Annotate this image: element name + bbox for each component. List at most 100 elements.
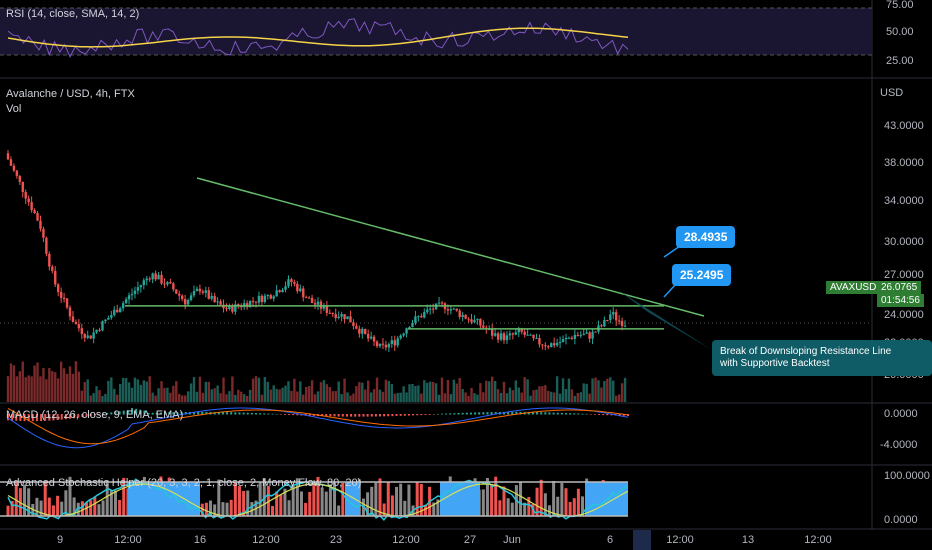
candle-body (299, 288, 302, 292)
macd-tick: -4.0000 (880, 439, 917, 451)
candle-body (6, 153, 10, 160)
macd-histogram-bar (606, 414, 609, 416)
stoch-bar (237, 486, 241, 516)
volume-bar (30, 376, 33, 402)
volume-bar (15, 376, 19, 402)
candle-body (440, 302, 444, 304)
candle-body (216, 301, 219, 303)
macd-histogram-bar (540, 412, 543, 415)
volume-bar (355, 386, 358, 402)
volume-bar (248, 389, 252, 402)
volume-bar (6, 376, 10, 402)
volume-bars (6, 361, 627, 402)
volume-bar (600, 387, 603, 402)
macd-histogram-bar (118, 411, 121, 415)
macd-histogram-bar (486, 412, 489, 415)
volume-bar (387, 380, 391, 402)
macd-histogram-bar (610, 414, 613, 416)
time-tick: 16 (194, 534, 206, 546)
candle-body (426, 309, 429, 313)
candle-body (573, 334, 577, 339)
volume-bar (107, 380, 110, 402)
candle-body (417, 316, 420, 318)
macd-histogram-bar (482, 412, 485, 415)
candle-body (564, 337, 568, 340)
candle-body (124, 299, 128, 304)
candle-body (198, 288, 202, 292)
stoch-bar (97, 504, 101, 516)
macd-histogram-bar (569, 413, 572, 415)
volume-bar (591, 378, 594, 402)
stoch-bar (39, 500, 43, 516)
volume-bar (411, 383, 414, 402)
candle-body (92, 332, 95, 339)
volume-bar (216, 385, 219, 402)
price-tick: 43.0000 (884, 120, 924, 132)
stoch-bar (68, 476, 72, 516)
macd-histogram-bar (114, 411, 117, 415)
macd-histogram-bar (370, 414, 373, 417)
candle-body (15, 170, 19, 176)
candle-body (561, 339, 565, 343)
macd-histogram-bar (354, 414, 357, 417)
candle-body (24, 192, 27, 199)
stoch-bar (320, 487, 324, 516)
volume-bar (121, 377, 125, 402)
macd-histogram-bar (494, 411, 497, 415)
macd-histogram-bar (416, 414, 419, 416)
volume-bar (552, 392, 556, 402)
candle-body (414, 316, 417, 323)
volume-bar (287, 381, 290, 402)
stoch-bar (122, 477, 126, 516)
volume-bar (278, 389, 281, 402)
volume-bar (113, 388, 116, 402)
volume-bar (316, 391, 320, 402)
candle-body (287, 279, 290, 287)
volume-bar (555, 376, 559, 402)
macd-histogram-bar (292, 414, 295, 416)
stoch-bar (225, 502, 229, 516)
volume-bar (449, 394, 453, 402)
volume-bar (275, 388, 278, 402)
stoch-zone (440, 482, 480, 516)
candle-body (225, 308, 228, 310)
stoch-bar (56, 495, 60, 516)
volume-bar (175, 381, 178, 402)
stoch-bar (291, 484, 295, 516)
candle-body (378, 343, 382, 347)
volume-bar (228, 391, 231, 402)
stoch-bar (76, 502, 80, 516)
macd-histogram-bar (176, 412, 179, 415)
candle-body (399, 335, 402, 339)
macd (7, 407, 629, 449)
candle-body (68, 307, 72, 317)
candle-body (428, 308, 432, 310)
candle-body (12, 165, 16, 171)
macd-histogram-bar (267, 413, 270, 415)
stoch-bar (93, 496, 97, 516)
candle-body (600, 325, 603, 327)
rsi-tick: 75.00 (886, 0, 914, 11)
macd-histogram-bar (77, 414, 80, 418)
candle-body (361, 328, 364, 334)
candle-body (284, 286, 287, 290)
price-tick: 30.0000 (884, 236, 924, 248)
volume-bar (594, 377, 597, 402)
macd-histogram-bar (457, 413, 460, 415)
volume-bar (405, 392, 408, 402)
stoch-bar (403, 500, 407, 516)
candles (6, 150, 627, 352)
macd-histogram-bar (436, 413, 439, 415)
volume-bar (133, 377, 137, 402)
volume-bar (414, 385, 417, 402)
volume-bar (296, 391, 299, 402)
candle-body (552, 343, 556, 346)
volume-bar (136, 379, 140, 402)
macd-histogram-bar (441, 413, 443, 415)
stoch-bar (283, 488, 287, 516)
macd-histogram-bar (11, 414, 14, 421)
stoch-bar (304, 502, 308, 516)
volume-bar (366, 380, 370, 402)
volume-bar (71, 373, 75, 402)
